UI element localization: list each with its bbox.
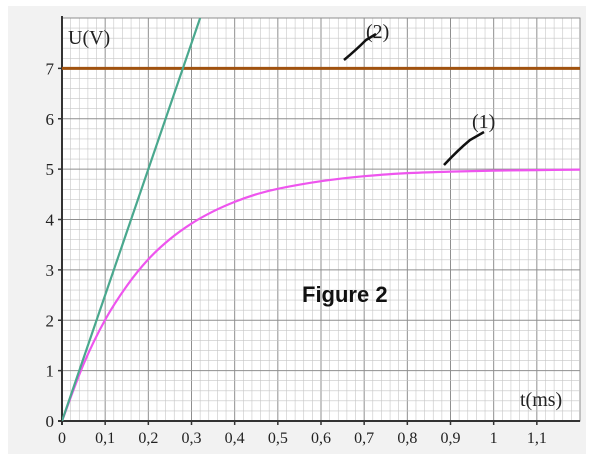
series-label-1: (1) (472, 111, 495, 133)
x-tick-label: 0,6 (311, 430, 331, 447)
x-tick-label: 0,8 (397, 430, 417, 447)
x-tick-label: 0,7 (354, 430, 374, 447)
x-tick-label: 0,9 (441, 430, 461, 447)
axes: 0 1 2 3 4 5 6 7 0 0,1 0,2 0,3 0,4 0,5 0,6 0,7 0,8 0,9 1 1,1 (46, 16, 580, 447)
grid (61, 17, 581, 422)
x-tick-label: 0,4 (225, 430, 245, 447)
x-tick-label: 1,1 (527, 430, 547, 447)
x-tick-label: 1 (490, 430, 498, 447)
series (62, 18, 580, 421)
x-tick-label: 0 (58, 430, 66, 447)
series-label-2: (2) (366, 21, 389, 43)
x-tick-label: 0,1 (95, 430, 115, 447)
y-tick-label: 0 (46, 412, 55, 431)
y-tick-label: 6 (46, 110, 55, 129)
y-axis-label: U(V) (68, 27, 110, 49)
leader-stroke-2 (343, 32, 377, 61)
x-axis-label: t(ms) (520, 389, 562, 411)
y-tick-label: 1 (46, 362, 55, 381)
labels: U(V) t(ms) Figure 2 (1) (2) (68, 21, 562, 411)
figure-caption: Figure 2 (302, 282, 388, 307)
x-tick-label: 0,3 (182, 430, 202, 447)
tangent-line (62, 18, 202, 421)
series-line-1 (62, 168, 580, 421)
x-tick-label: 0,2 (138, 430, 158, 447)
leader-stroke-1 (443, 130, 485, 166)
y-tick-label: 2 (46, 311, 55, 330)
y-tick-label: 4 (46, 211, 55, 230)
y-tick-label: 5 (46, 160, 55, 179)
y-tick-label: 3 (46, 261, 55, 280)
x-tick-label: 0,5 (268, 430, 288, 447)
y-tick-label: 7 (46, 59, 55, 78)
